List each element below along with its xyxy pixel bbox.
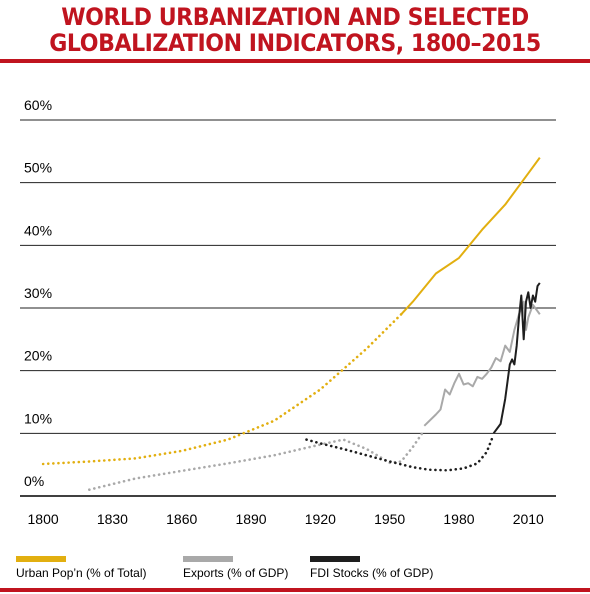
y-tick-label: 20% <box>24 348 52 364</box>
chart-title: WORLD URBANIZATION AND SELECTED GLOBALIZ… <box>24 4 567 56</box>
series-fdi-dotted-line <box>305 433 495 472</box>
chart-title-line-2: GLOBALIZATION INDICATORS, 1800–2015 <box>49 29 541 57</box>
x-tick-label: 1980 <box>443 511 474 527</box>
legend-item-exports: Exports (% of GDP) <box>183 556 288 580</box>
legend-label-urban: Urban Pop’n (% of Total) <box>16 566 147 580</box>
legend-swatch-fdi <box>310 556 360 562</box>
y-tick-label: 0% <box>24 473 44 489</box>
legend-swatch-exports <box>183 556 233 562</box>
x-axis-ticks: 1800 1830 1860 1890 1920 1950 1980 2010 <box>28 511 545 527</box>
legend-swatch-urban <box>16 556 66 562</box>
x-tick-label: 1800 <box>28 511 59 527</box>
series-urban <box>41 157 541 466</box>
series-fdi <box>305 282 541 472</box>
x-tick-label: 2010 <box>513 511 544 527</box>
x-tick-label: 1830 <box>97 511 128 527</box>
x-tick-label: 1920 <box>305 511 336 527</box>
gridlines <box>20 119 556 497</box>
series-urban-solid-line <box>400 157 541 315</box>
legend-label-exports: Exports (% of GDP) <box>183 566 289 580</box>
y-tick-label: 30% <box>24 285 52 301</box>
series-exports-dotted-line <box>88 428 426 491</box>
series-fdi-solid-line <box>492 282 541 434</box>
chart-title-line-1: WORLD URBANIZATION AND SELECTED <box>61 3 529 31</box>
x-tick-label: 1860 <box>166 511 197 527</box>
bottom-rule <box>0 588 590 592</box>
y-tick-label: 60% <box>24 97 52 113</box>
legend-item-fdi: FDI Stocks (% of GDP) <box>310 556 433 580</box>
y-tick-label: 10% <box>24 410 52 426</box>
series-urban-dotted-line <box>41 313 403 466</box>
y-tick-label: 40% <box>24 222 52 238</box>
legend-item-urban: Urban Pop’n (% of Total) <box>16 556 147 580</box>
legend-label-fdi: FDI Stocks (% of GDP) <box>310 566 434 580</box>
y-axis-ticks: 0% 10% 20% 30% 40% 50% 60% <box>24 97 52 489</box>
series-exports-solid-line <box>423 300 541 427</box>
y-tick-label: 50% <box>24 160 52 176</box>
top-rule <box>0 59 590 63</box>
series-exports <box>88 300 541 491</box>
x-tick-label: 1890 <box>235 511 266 527</box>
x-tick-label: 1950 <box>374 511 405 527</box>
series-lines <box>41 157 541 491</box>
chart-plot: 0% 10% 20% 30% 40% 50% 60% 1800 1830 1860 1890 192… <box>20 97 556 527</box>
